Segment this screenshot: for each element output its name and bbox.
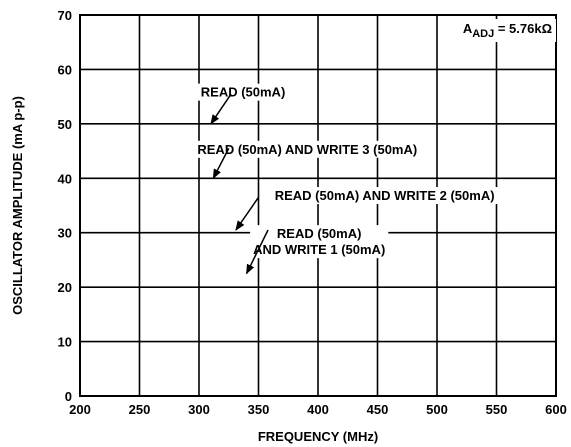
x-tick-label: 300 — [188, 402, 210, 417]
y-tick-label: 70 — [58, 8, 72, 23]
y-tick-label: 40 — [58, 171, 72, 186]
annotation-arrow — [235, 196, 260, 231]
y-tick-label: 60 — [58, 62, 72, 77]
annotation-background — [271, 187, 498, 205]
annotation-3: READ (50mA) AND WRITE 2 (50mA) — [235, 187, 498, 231]
grid — [79, 14, 557, 397]
annotation-label: READ (50mA) — [201, 85, 286, 100]
annotation-4: READ (50mA) AND WRITE 1 (50mA) — [245, 225, 389, 275]
annotation-line: READ (50mA) — [201, 85, 286, 100]
annotation-line: READ (50mA) — [277, 226, 362, 241]
annotation-arrow — [212, 148, 230, 180]
annotation-1: READ (50mA) — [197, 83, 289, 125]
annotation-line: READ (50mA) AND WRITE 2 (50mA) — [275, 188, 495, 203]
svg-text:AADJ = 5.76kΩ: AADJ = 5.76kΩ — [463, 21, 552, 40]
tick-labels: 200 250 300 350 400 450 500 550 600 0 10 20 30 40 50 60… — [58, 8, 567, 417]
y-tick-label: 0 — [65, 389, 72, 404]
x-axis-label: FREQUENCY (MHz) — [258, 429, 378, 444]
x-tick-label: 200 — [69, 402, 91, 417]
y-axis-label: OSCILLATOR AMPLITUDE (mA p-p) — [10, 96, 25, 315]
y-tick-label: 30 — [58, 226, 72, 241]
annotation-line: READ (50mA) AND WRITE 3 (50mA) — [197, 142, 417, 157]
x-tick-label: 250 — [129, 402, 151, 417]
x-tick-label: 400 — [307, 402, 329, 417]
annotation-line: AND WRITE 1 (50mA) — [253, 242, 385, 257]
annotation-arrow — [210, 93, 232, 125]
x-tick-label: 550 — [486, 402, 508, 417]
annotation-background — [194, 140, 421, 158]
annotation-label: READ (50mA) AND WRITE 2 (50mA) — [275, 188, 495, 203]
parameter-note-suffix: = 5.76kΩ — [494, 21, 552, 36]
y-tick-label: 50 — [58, 117, 72, 132]
annotation-arrow — [245, 229, 269, 275]
parameter-note-prefix: A — [463, 21, 473, 36]
annotations: READ (50mA) READ (50mA) AND WRITE 3 (50mA… — [194, 83, 498, 275]
annotation-background — [250, 225, 389, 259]
annotation-2: READ (50mA) AND WRITE 3 (50mA) — [194, 140, 421, 180]
parameter-note-subscript: ADJ — [472, 28, 494, 40]
annotation-label: READ (50mA) AND WRITE 1 (50mA) — [253, 226, 385, 257]
plot-frame — [79, 14, 557, 397]
x-tick-label: 600 — [545, 402, 567, 417]
x-tick-label: 350 — [248, 402, 270, 417]
y-tick-label: 10 — [58, 335, 72, 350]
x-tick-label: 450 — [367, 402, 389, 417]
annotation-label: READ (50mA) AND WRITE 3 (50mA) — [197, 142, 417, 157]
y-tick-label: 20 — [58, 280, 72, 295]
annotation-background — [197, 83, 289, 101]
x-tick-label: 500 — [426, 402, 448, 417]
parameter-note: AADJ = 5.76kΩ — [458, 19, 556, 42]
